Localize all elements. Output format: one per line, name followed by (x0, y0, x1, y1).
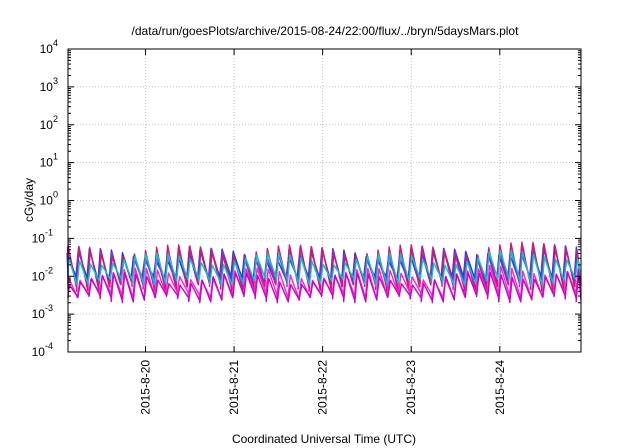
y-tick-exponent: -1 (45, 227, 53, 237)
x-tick-label: 2015-8-21 (227, 360, 241, 415)
series-group (66, 241, 582, 304)
y-tick-label: 104 (40, 38, 58, 56)
y-tick-label: 102 (40, 114, 58, 132)
series-line (67, 269, 582, 304)
y-tick-exponent: -2 (45, 265, 53, 275)
x-axis: 2015-8-20 2015-8-21 2015-8-22 2015-8-23 2015… (139, 49, 507, 415)
x-tick-label: 2015-8-22 (316, 360, 330, 415)
x-tick-label: 2015-8-23 (404, 360, 418, 415)
y-tick-label: 10-1 (32, 227, 53, 245)
y-tick-label: 10-2 (32, 265, 53, 283)
chart-title: /data/run/goesPlots/archive/2015-08-24/2… (132, 24, 520, 38)
y-tick-exponent: 1 (53, 152, 58, 162)
series-line (67, 249, 582, 287)
y-tick-label: 100 (40, 190, 58, 208)
y-tick-label: 101 (40, 152, 58, 170)
grid (68, 49, 581, 352)
y-tick-exponent: -3 (45, 303, 53, 313)
y-tick-exponent: 0 (53, 190, 58, 200)
y-tick-exponent: 4 (53, 38, 58, 48)
y-axis-label: cGy/day (22, 178, 36, 222)
x-axis-label: Coordinated Universal Time (UTC) (232, 432, 416, 446)
y-tick-label: 10-3 (32, 303, 53, 321)
y-tick-label: 103 (40, 76, 58, 94)
x-tick-label: 2015-8-24 (493, 360, 507, 415)
y-tick-exponent: -4 (45, 341, 53, 351)
y-tick-label: 10-4 (32, 341, 53, 359)
plot-frame (67, 48, 582, 353)
y-tick-exponent: 3 (53, 76, 58, 86)
y-tick-exponent: 2 (53, 114, 58, 124)
x-tick-label: 2015-8-20 (139, 360, 153, 415)
